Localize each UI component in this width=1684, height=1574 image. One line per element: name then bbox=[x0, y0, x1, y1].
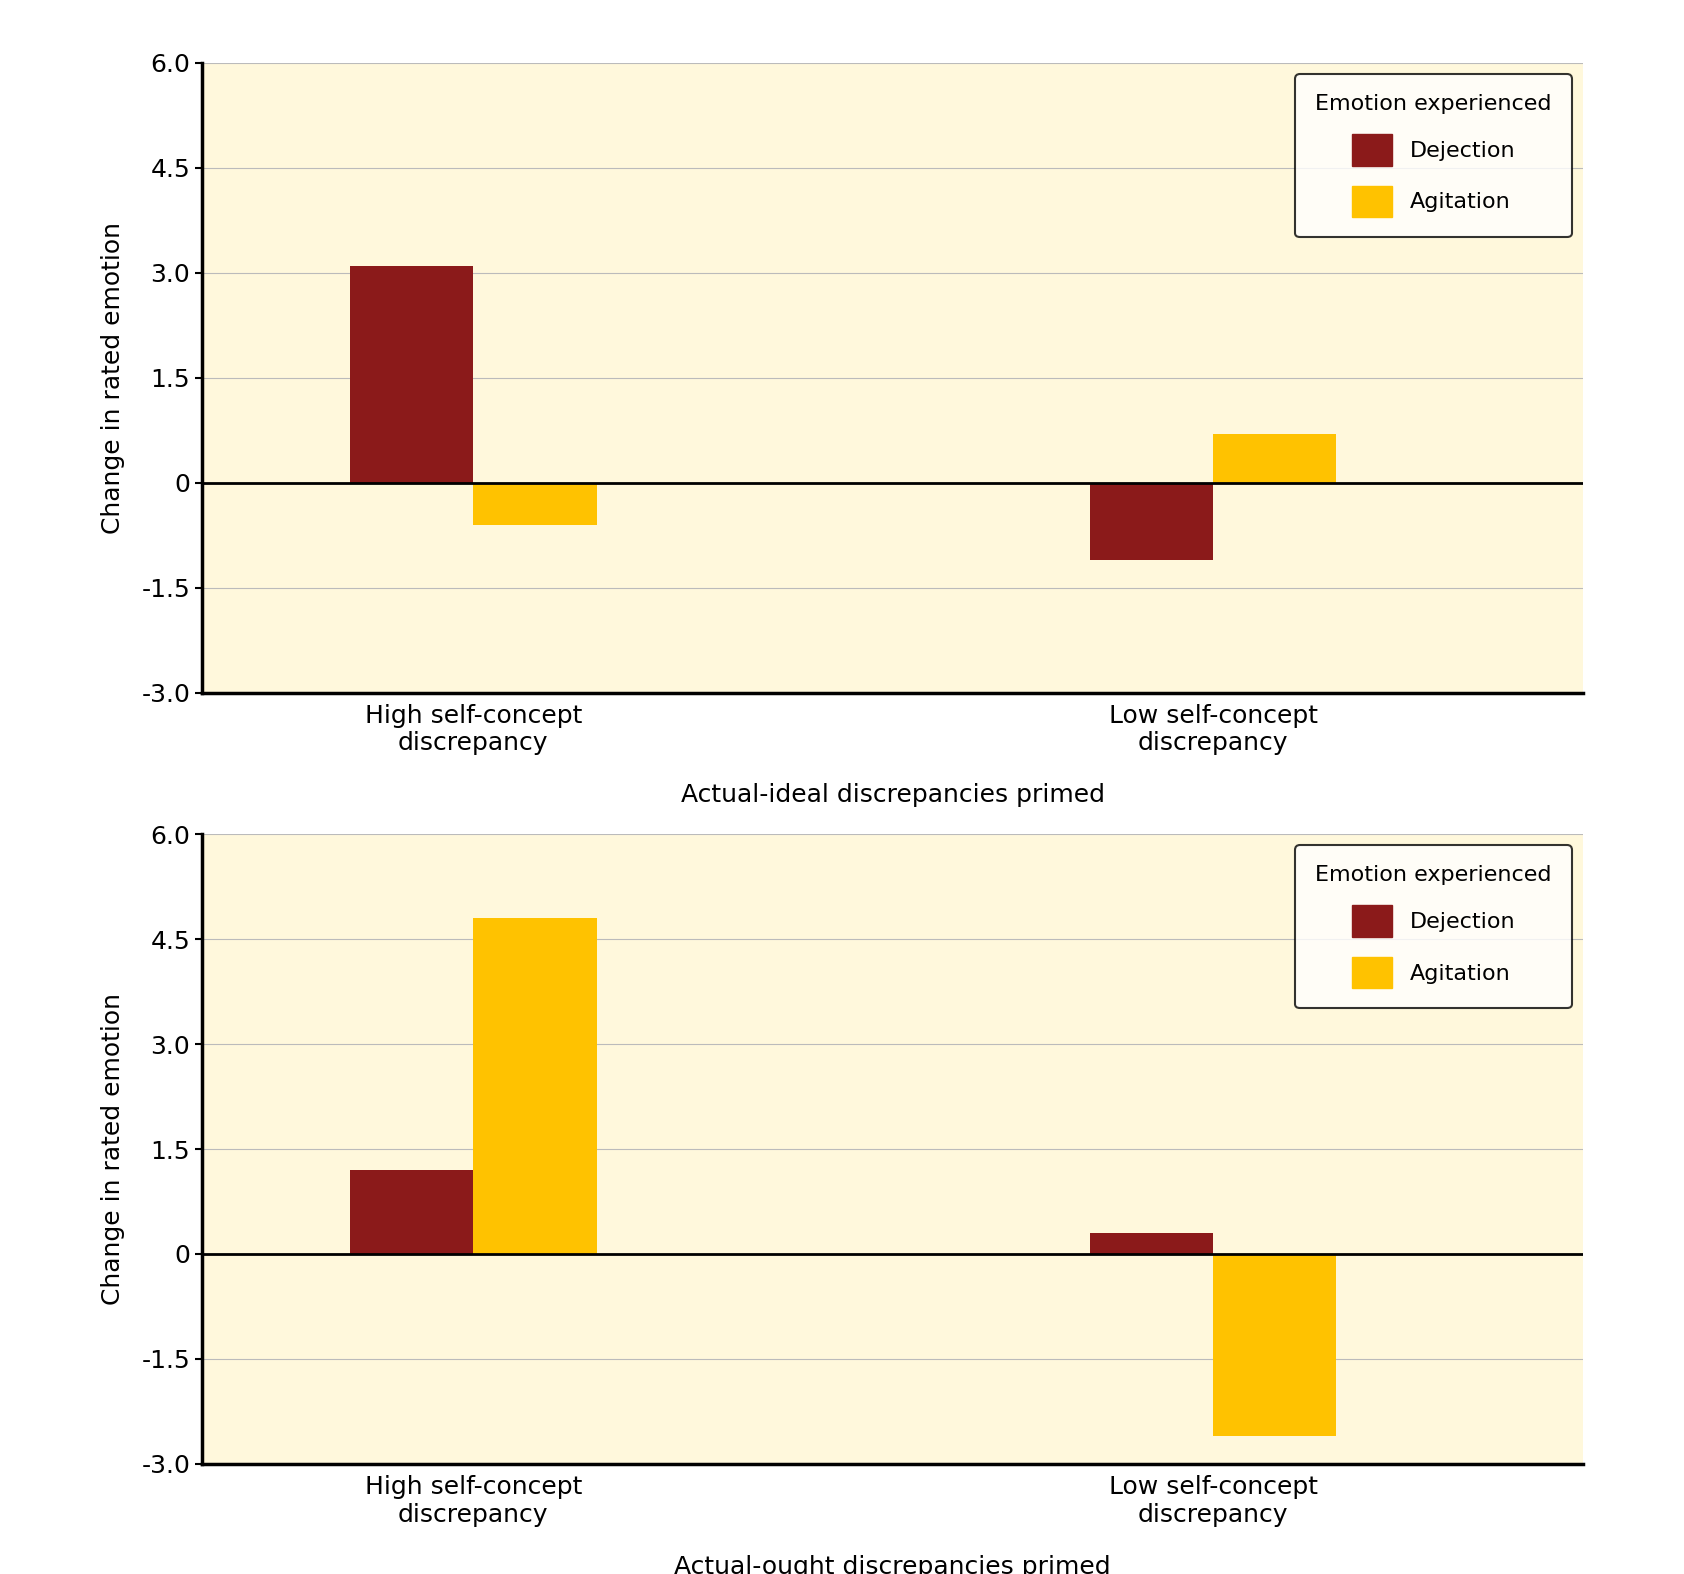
Bar bbox=[1090, 483, 1212, 560]
X-axis label: Actual-ought discrepancies primed: Actual-ought discrepancies primed bbox=[674, 1555, 1111, 1574]
Bar bbox=[350, 266, 473, 483]
Y-axis label: Change in rated emotion: Change in rated emotion bbox=[101, 993, 125, 1305]
Bar bbox=[1212, 434, 1337, 483]
X-axis label: Actual-ideal discrepancies primed: Actual-ideal discrepancies primed bbox=[680, 784, 1105, 807]
Bar bbox=[473, 483, 596, 524]
Bar bbox=[350, 1169, 473, 1254]
Y-axis label: Change in rated emotion: Change in rated emotion bbox=[101, 222, 125, 534]
Legend: Dejection, Agitation: Dejection, Agitation bbox=[1295, 74, 1571, 238]
Bar bbox=[473, 918, 596, 1254]
Bar bbox=[1090, 1232, 1212, 1254]
Legend: Dejection, Agitation: Dejection, Agitation bbox=[1295, 845, 1571, 1009]
Bar bbox=[1212, 1254, 1337, 1435]
